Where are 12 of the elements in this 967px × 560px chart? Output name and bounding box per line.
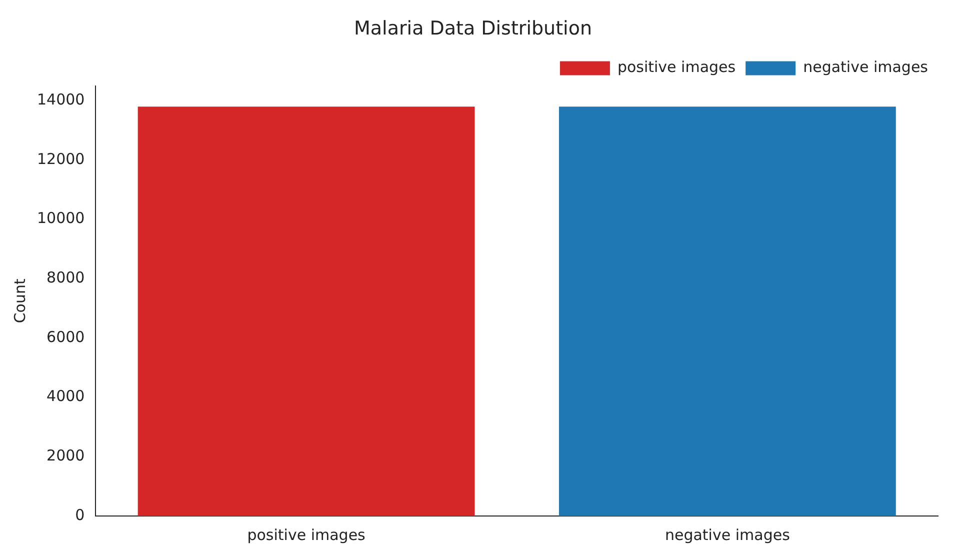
y-tick-label: 4000: [46, 387, 85, 406]
y-tick-label: 14000: [37, 90, 85, 109]
y-tick-label: 0: [75, 506, 85, 524]
y-tick-label: 12000: [37, 150, 85, 168]
y-tick-label: 10000: [37, 209, 85, 228]
y-axis-title: Count: [10, 278, 29, 324]
y-tick-label: 2000: [46, 446, 85, 465]
chart-title: Malaria Data Distribution: [354, 17, 592, 40]
y-tick-label: 6000: [46, 328, 85, 346]
legend-label: positive images: [617, 58, 736, 76]
legend-label: negative images: [803, 58, 928, 76]
y-tick-label: 8000: [46, 268, 85, 287]
